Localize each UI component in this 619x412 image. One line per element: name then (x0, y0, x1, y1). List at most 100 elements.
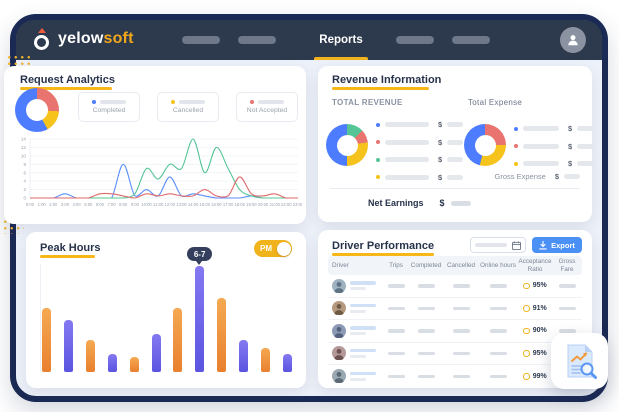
currency-symbol: $ (438, 155, 443, 164)
placeholder-bar (385, 139, 429, 145)
nav-placeholder-2[interactable] (238, 36, 276, 44)
driver-table: Driver Trips Completed Cancelled Online hour… (328, 256, 582, 388)
currency-symbol: $ (568, 124, 573, 133)
placeholder-bar (350, 332, 366, 336)
placeholder-bar (387, 374, 405, 378)
svg-text:20:00: 20:00 (258, 202, 269, 207)
placeholder-bar (452, 351, 470, 355)
svg-text:22:00: 22:00 (281, 202, 292, 207)
driver-avatar (332, 346, 346, 361)
acceptance-ratio-value: 99% (532, 372, 547, 380)
peak-bar-8 (195, 266, 205, 372)
svg-text:10: 10 (21, 154, 27, 159)
nav-placeholder-3[interactable] (396, 36, 434, 44)
total-revenue-donut-chart (326, 124, 368, 166)
peak-hours-card: Peak Hours PM 6-7 (26, 232, 306, 388)
request-analytics-title: Request Analytics (20, 74, 115, 86)
placeholder-bar (387, 284, 405, 288)
legend-card-not-accepted[interactable]: Not Accepted (236, 92, 298, 122)
svg-text:21:00: 21:00 (269, 202, 280, 207)
placeholder-bar (258, 99, 285, 105)
placeholder-value (447, 174, 464, 180)
svg-text:3:00: 3:00 (61, 202, 70, 207)
export-label: Export (551, 240, 575, 250)
legend-card-cancelled[interactable]: Cancelled (157, 92, 219, 122)
placeholder-bar (489, 329, 507, 333)
acceptance-ring-icon (523, 373, 530, 380)
tab-reports[interactable]: Reports (304, 20, 378, 60)
column-header-driver: Driver (332, 261, 349, 269)
acceptance-ring-icon (523, 327, 530, 334)
svg-text:9:00: 9:00 (131, 202, 140, 207)
am-pm-toggle[interactable]: PM (254, 240, 292, 257)
logo-ring-icon (34, 35, 49, 50)
peak-bar-2 (63, 320, 73, 372)
total-expense-legend: $ $ $ (514, 124, 594, 168)
placeholder-bar (179, 99, 206, 105)
svg-text:15:00: 15:00 (200, 202, 211, 207)
report-search-fab[interactable] (551, 333, 608, 389)
app-logo[interactable]: yelowsoft (34, 28, 134, 50)
legend-dot (514, 126, 518, 131)
placeholder-value (447, 139, 464, 145)
peak-bar-9 (217, 297, 227, 372)
acceptance-ring-icon (523, 305, 530, 312)
driver-avatar (332, 323, 346, 338)
nav-placeholder-1[interactable] (182, 36, 220, 44)
placeholder-value (447, 122, 464, 127)
placeholder-bar (100, 99, 127, 105)
legend-label: Cancelled (172, 107, 204, 115)
placeholder-bar (452, 284, 470, 288)
svg-text:12: 12 (21, 145, 27, 150)
placeholder-bar (350, 287, 366, 291)
placeholder-bar (350, 348, 376, 353)
svg-text:6:00: 6:00 (96, 202, 105, 207)
svg-text:2:00: 2:00 (49, 202, 58, 207)
svg-text:6: 6 (23, 170, 26, 175)
currency-symbol: $ (438, 172, 443, 182)
legend-dot (376, 175, 380, 179)
active-tab-underline (314, 57, 368, 60)
legend-dot (170, 99, 176, 105)
legend-card-completed[interactable]: Completed (78, 92, 140, 122)
gross-expense-label: Gross Expense (494, 172, 546, 181)
acceptance-ring-icon (523, 282, 530, 289)
net-earnings-row: Net Earnings $ (368, 198, 471, 208)
export-button[interactable]: Export (532, 237, 582, 253)
svg-text:18:00: 18:00 (234, 202, 245, 207)
placeholder-bar (523, 126, 559, 131)
placeholder-bar (452, 374, 470, 378)
legend-dot (376, 157, 380, 162)
legend-dot (91, 99, 97, 105)
logo-icon (34, 28, 51, 50)
revenue-legend-row: $ (376, 138, 464, 147)
placeholder-bar (558, 329, 576, 333)
peak-bar-3 (85, 340, 95, 372)
placeholder-bar (385, 122, 429, 127)
legend-dot (514, 161, 518, 166)
column-header-online-hours: Online hours (480, 261, 516, 269)
driver-table-body: 95% 91% (328, 275, 582, 388)
driver-row-2: 91% (328, 298, 582, 320)
placeholder-bar (350, 354, 366, 358)
svg-text:2: 2 (23, 187, 26, 192)
total-revenue-label: TOTAL REVENUE (332, 98, 403, 107)
user-avatar[interactable] (560, 27, 586, 53)
column-header-cancelled: Cancelled (446, 261, 475, 269)
date-range-input[interactable] (470, 237, 526, 253)
currency-symbol: $ (438, 120, 443, 129)
toggle-label: PM (260, 244, 272, 253)
placeholder-bar (452, 306, 470, 310)
placeholder-bar (489, 351, 507, 355)
placeholder-bar (350, 281, 376, 285)
nav-placeholder-4[interactable] (452, 36, 490, 44)
revenue-legend-row: $ (376, 172, 464, 182)
request-analytics-legend: Completed Cancelled Not Accepted (78, 92, 298, 122)
report-search-icon (567, 344, 597, 379)
toggle-knob (276, 241, 291, 256)
placeholder-bar (417, 351, 435, 355)
logo-text-secondary: soft (103, 30, 134, 47)
placeholder-bar (387, 351, 405, 355)
svg-text:4:00: 4:00 (73, 202, 82, 207)
